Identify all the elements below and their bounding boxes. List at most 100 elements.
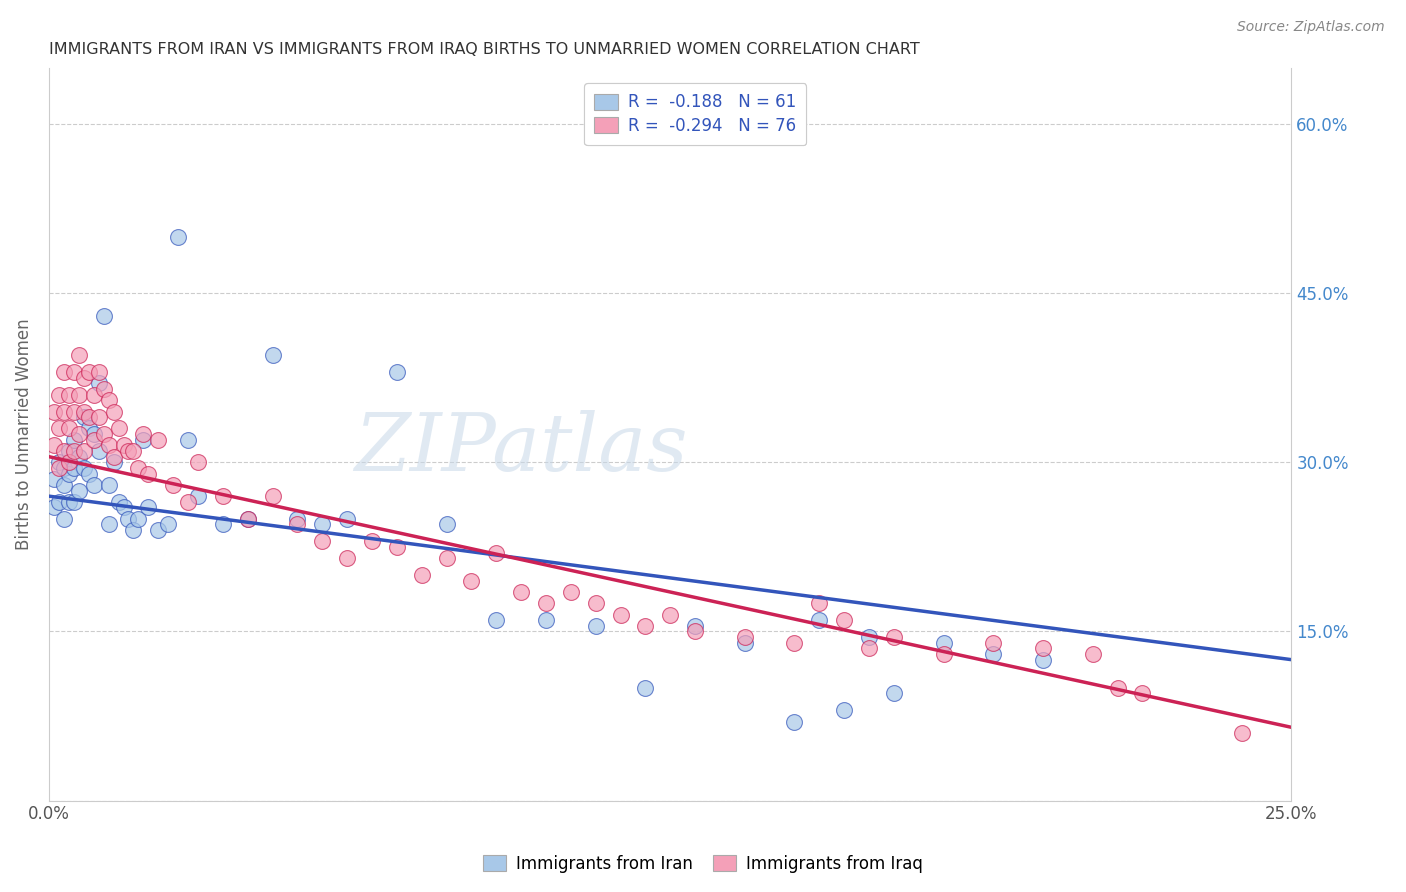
Immigrants from Iraq <box>97 393 120 408</box>
Legend: R =  -0.188   N = 61, R =  -0.294   N = 76: R = -0.188 N = 61, R = -0.294 N = 76 <box>585 83 806 145</box>
Immigrants from Iraq <box>560 585 582 599</box>
Immigrants from Iraq <box>67 387 90 401</box>
Immigrants from Iraq <box>262 489 284 503</box>
Immigrants from Iran <box>1032 653 1054 667</box>
Text: IMMIGRANTS FROM IRAN VS IMMIGRANTS FROM IRAQ BIRTHS TO UNMARRIED WOMEN CORRELATI: IMMIGRANTS FROM IRAN VS IMMIGRANTS FROM … <box>49 42 920 57</box>
Immigrants from Iran <box>932 636 955 650</box>
Immigrants from Iran <box>67 450 90 464</box>
Immigrants from Iraq <box>93 382 115 396</box>
Immigrants from Iraq <box>734 630 756 644</box>
Immigrants from Iraq <box>1081 647 1104 661</box>
Immigrants from Iran <box>287 512 309 526</box>
Immigrants from Iraq <box>1032 641 1054 656</box>
Immigrants from Iran <box>58 467 80 481</box>
Immigrants from Iraq <box>103 450 125 464</box>
Immigrants from Iraq <box>97 438 120 452</box>
Immigrants from Iran <box>52 461 75 475</box>
Immigrants from Iran <box>52 478 75 492</box>
Immigrants from Iran <box>436 517 458 532</box>
Immigrants from Iran <box>883 686 905 700</box>
Immigrants from Iran <box>42 472 65 486</box>
Immigrants from Iraq <box>783 636 806 650</box>
Immigrants from Iraq <box>67 348 90 362</box>
Immigrants from Iraq <box>93 427 115 442</box>
Text: ZIPatlas: ZIPatlas <box>354 410 688 488</box>
Immigrants from Iran <box>77 421 100 435</box>
Immigrants from Iraq <box>87 365 110 379</box>
Immigrants from Iran <box>187 489 209 503</box>
Immigrants from Iraq <box>148 433 170 447</box>
Immigrants from Iraq <box>77 410 100 425</box>
Immigrants from Iraq <box>411 568 433 582</box>
Immigrants from Iraq <box>832 613 855 627</box>
Immigrants from Iran <box>385 365 408 379</box>
Immigrants from Iran <box>97 478 120 492</box>
Immigrants from Iran <box>87 444 110 458</box>
Immigrants from Iran <box>132 433 155 447</box>
Immigrants from Iran <box>177 433 200 447</box>
Immigrants from Iraq <box>52 444 75 458</box>
Immigrants from Iraq <box>63 404 86 418</box>
Immigrants from Iraq <box>236 512 259 526</box>
Immigrants from Iran <box>981 647 1004 661</box>
Immigrants from Iran <box>138 500 160 515</box>
Immigrants from Iran <box>262 348 284 362</box>
Immigrants from Iran <box>63 433 86 447</box>
Immigrants from Iran <box>67 483 90 498</box>
Immigrants from Iraq <box>73 370 96 384</box>
Immigrants from Iraq <box>585 596 607 610</box>
Immigrants from Iran <box>52 512 75 526</box>
Immigrants from Iran <box>534 613 557 627</box>
Immigrants from Iraq <box>336 551 359 566</box>
Text: Source: ZipAtlas.com: Source: ZipAtlas.com <box>1237 20 1385 34</box>
Immigrants from Iraq <box>162 478 184 492</box>
Immigrants from Iran <box>73 461 96 475</box>
Immigrants from Iraq <box>73 404 96 418</box>
Immigrants from Iraq <box>460 574 482 588</box>
Immigrants from Iran <box>783 714 806 729</box>
Immigrants from Iraq <box>808 596 831 610</box>
Immigrants from Iran <box>83 478 105 492</box>
Immigrants from Iraq <box>63 365 86 379</box>
Immigrants from Iraq <box>659 607 682 622</box>
Immigrants from Iraq <box>609 607 631 622</box>
Immigrants from Iraq <box>58 387 80 401</box>
Immigrants from Iraq <box>48 461 70 475</box>
Immigrants from Iraq <box>212 489 235 503</box>
Immigrants from Iran <box>122 523 145 537</box>
Immigrants from Iraq <box>67 427 90 442</box>
Immigrants from Iran <box>73 410 96 425</box>
Immigrants from Iran <box>485 613 508 627</box>
Immigrants from Iraq <box>107 421 129 435</box>
Immigrants from Iraq <box>361 534 384 549</box>
Immigrants from Iran <box>63 461 86 475</box>
Immigrants from Iraq <box>385 540 408 554</box>
Immigrants from Iran <box>808 613 831 627</box>
Immigrants from Iraq <box>112 438 135 452</box>
Immigrants from Iran <box>336 512 359 526</box>
Immigrants from Iran <box>683 619 706 633</box>
Immigrants from Iraq <box>858 641 880 656</box>
Immigrants from Iraq <box>683 624 706 639</box>
Immigrants from Iraq <box>981 636 1004 650</box>
Immigrants from Iran <box>97 517 120 532</box>
Immigrants from Iraq <box>932 647 955 661</box>
Immigrants from Iraq <box>117 444 139 458</box>
Immigrants from Iraq <box>287 517 309 532</box>
Immigrants from Iran <box>42 500 65 515</box>
Immigrants from Iraq <box>77 365 100 379</box>
Immigrants from Iran <box>87 376 110 391</box>
Immigrants from Iraq <box>58 421 80 435</box>
Immigrants from Iraq <box>177 495 200 509</box>
Immigrants from Iran <box>48 495 70 509</box>
Immigrants from Iran <box>63 495 86 509</box>
Immigrants from Iraq <box>634 619 657 633</box>
Immigrants from Iraq <box>510 585 533 599</box>
Immigrants from Iran <box>112 500 135 515</box>
Immigrants from Iran <box>634 681 657 695</box>
Legend: Immigrants from Iran, Immigrants from Iraq: Immigrants from Iran, Immigrants from Ir… <box>477 848 929 880</box>
Immigrants from Iran <box>734 636 756 650</box>
Immigrants from Iraq <box>103 404 125 418</box>
Immigrants from Iraq <box>138 467 160 481</box>
Immigrants from Iraq <box>83 387 105 401</box>
